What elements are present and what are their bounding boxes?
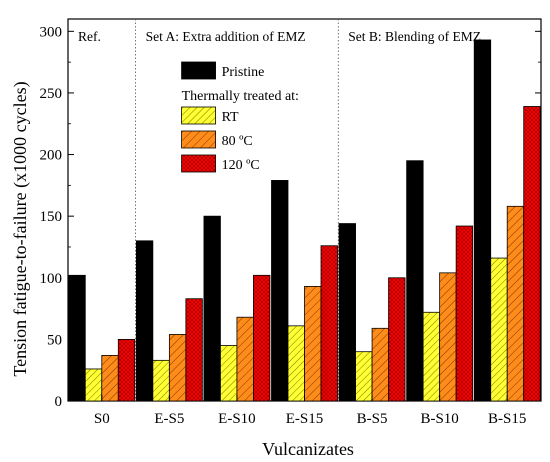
section-label: Set A: Extra addition of EMZ [146,29,306,44]
bar-80c [439,272,457,402]
legend-swatch [181,61,216,80]
bar-80c [304,285,322,402]
section-label: Set B: Blending of EMZ [348,29,481,44]
section-label: Ref. [78,29,101,44]
bar-120c [117,338,136,402]
bar-rt [152,359,170,402]
bar-pristine [203,215,221,402]
x-tick-label: E-S10 [218,411,256,427]
x-tick-label: B-S15 [488,411,526,427]
bar-80c [168,334,187,402]
x-tick-label: B-S10 [420,411,458,427]
bar-80c [371,327,389,402]
bar-pristine [338,223,356,402]
y-axis-title: Tension fatigue-to-failure (x1000 cycles… [10,81,31,376]
legend-swatch [181,154,216,173]
x-tick-label: E-S15 [286,411,324,427]
legend-swatch [181,106,216,125]
bar-80c [101,355,119,402]
bar-120c [185,298,203,402]
bar-rt [84,368,103,402]
y-tick-label: 250 [40,86,63,102]
y-tick-label: 150 [40,209,63,225]
bar-pristine [271,180,289,402]
bar-pristine [135,240,154,402]
bar-rt [490,257,508,402]
bar-120c [388,277,406,402]
y-tick-label: 200 [40,148,63,164]
bar-120c [523,106,541,402]
x-tick-label: E-S5 [154,411,184,427]
legend-label: RT [222,110,239,125]
x-axis-title: Vulcanizates [262,439,354,459]
legend-swatch [181,130,216,149]
bar-80c [236,316,254,402]
bar-120c [253,274,271,402]
plot-area: Ref. Set A: Extra addition of EMZ Set B: B… [40,18,542,427]
y-tick-label: 50 [47,332,62,348]
bar-80c [506,205,525,402]
bar-rt [220,345,238,402]
y-tick-label: 300 [40,24,63,40]
bar-pristine [473,39,492,402]
bar-120c [455,225,474,402]
legend-label: Pristine [222,65,265,80]
bar-rt [422,311,441,402]
x-tick-label: B-S5 [357,411,388,427]
legend-subtitle: Thermally treated at: [182,89,299,104]
bar-rt [355,351,373,402]
bar-120c [320,245,338,402]
bar-rt [287,325,305,402]
legend-label: 80 ºC [222,134,253,149]
bar-pristine [68,274,86,402]
y-tick-label: 100 [40,271,63,287]
bar-pristine [406,160,424,402]
legend-label: 120 ºC [222,158,260,173]
x-tick-label: S0 [94,411,110,427]
y-tick-label: 0 [55,394,63,410]
